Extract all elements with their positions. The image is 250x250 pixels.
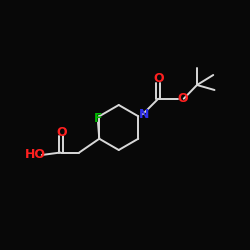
Text: N: N [139, 108, 150, 122]
Text: O: O [56, 126, 66, 139]
Text: HO: HO [25, 148, 46, 162]
Text: O: O [153, 72, 164, 85]
Text: F: F [94, 112, 102, 125]
Text: O: O [178, 92, 188, 105]
